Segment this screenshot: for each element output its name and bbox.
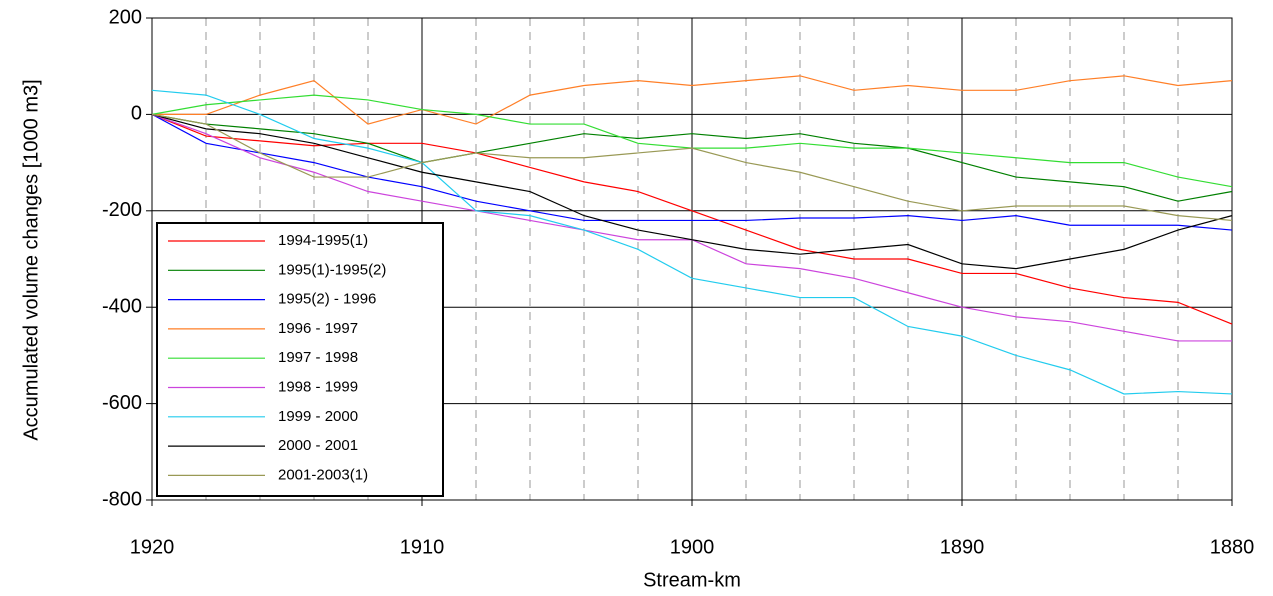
legend-label: 1999 - 2000: [278, 408, 358, 425]
y-axis-label: Accumulated volume changes [1000 m3]: [20, 79, 42, 440]
legend-label: 1996 - 1997: [278, 320, 358, 337]
legend-label: 1995(1)-1995(2): [278, 261, 386, 278]
legend-label: 1997 - 1998: [278, 349, 358, 366]
data-line: [151, 113, 1233, 270]
data-line: [151, 113, 1233, 325]
data-line: [151, 113, 1233, 222]
y-tick-label: -800: [102, 488, 142, 510]
data-line: [151, 113, 1233, 202]
data-line: [152, 75, 1233, 125]
x-tick-label: 1910: [400, 536, 445, 558]
data-line: [151, 113, 1233, 231]
legend-label: 2001-2003(1): [278, 466, 368, 483]
legend-label: 1995(2) - 1996: [278, 291, 376, 308]
y-tick-label: 200: [109, 6, 142, 28]
y-tick-label: -200: [102, 199, 142, 221]
x-tick-label: 1900: [670, 536, 715, 558]
plot-frame: [151, 17, 1233, 501]
y-tick-label: 0: [131, 103, 142, 125]
legend-label: 1994-1995(1): [278, 232, 368, 249]
legend-label: 1998 - 1999: [278, 378, 358, 395]
x-tick-label: 1920: [130, 536, 175, 558]
x-axis-label: Stream-km: [643, 569, 741, 591]
legend-box: [156, 222, 444, 497]
data-line: [151, 89, 1233, 395]
x-tick-label: 1890: [940, 536, 985, 558]
legend-label: 2000 - 2001: [278, 437, 358, 454]
x-tick-label: 1880: [1210, 536, 1255, 558]
y-tick-label: -600: [102, 392, 142, 414]
y-tick-label: -400: [102, 295, 142, 317]
